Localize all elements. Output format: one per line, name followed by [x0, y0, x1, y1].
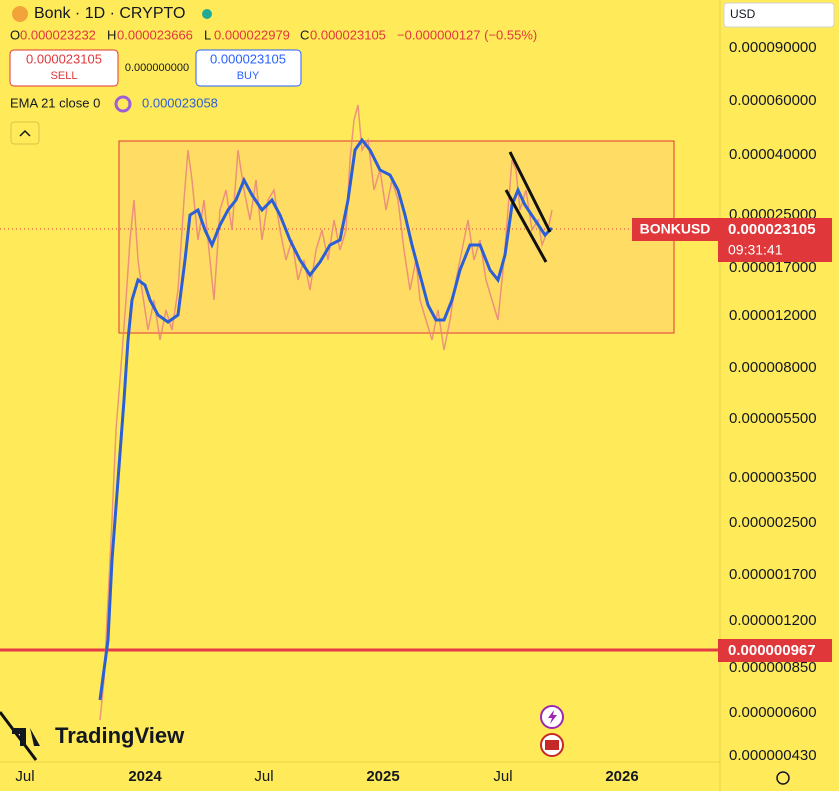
currency: USD — [730, 7, 756, 21]
level-tag — [718, 639, 832, 662]
lightning — [548, 710, 557, 724]
time-tick-label: Jul — [254, 768, 273, 785]
time-tick-label: Jul — [15, 768, 34, 785]
ohlc-change: −0.000000127 (−0.55%) — [397, 27, 537, 42]
indicator-value: 0.000023058 — [142, 95, 218, 110]
ohlc-key: L — [204, 27, 211, 42]
time-tick-label: 2025 — [366, 768, 399, 785]
range-box — [118, 140, 675, 334]
settings-icon[interactable] — [776, 771, 790, 785]
collapse-icon — [19, 129, 31, 137]
ohlc-value: 0.000023232 — [20, 27, 96, 42]
last-price: 0.000023105 — [728, 221, 816, 238]
sell-price: 0.000023105 — [26, 51, 102, 66]
logo-mark — [12, 728, 40, 746]
ohlc-value: 0.000022979 — [214, 27, 290, 42]
price-tick-label: 0.000002500 — [729, 514, 817, 531]
logo: TradingView — [55, 723, 185, 748]
status-dot — [202, 9, 212, 19]
sell-label: SELL — [51, 70, 78, 82]
price-tick-label: 0.000001700 — [729, 566, 817, 583]
symbol-tag — [632, 218, 718, 241]
spread: 0.000000000 — [125, 62, 189, 74]
buy-label: BUY — [237, 70, 260, 82]
ohlc-value: 0.000023666 — [117, 27, 193, 42]
price-tick-label: 0.000000600 — [729, 704, 817, 721]
indicator-name[interactable]: EMA 21 close 0 — [10, 95, 100, 110]
level-label: 0.000000967 — [728, 642, 816, 659]
price-tick-label: 0.000012000 — [729, 307, 817, 324]
time-tick-label: Jul — [493, 768, 512, 785]
symbol-tag-text: BONKUSD — [640, 221, 711, 237]
trend-line — [508, 151, 552, 233]
buy-button[interactable] — [195, 49, 302, 87]
trend-line — [504, 189, 548, 263]
price-tick-label: 0.000008000 — [729, 359, 817, 376]
countdown: 09:31:41 — [728, 242, 783, 258]
price-tick-label: 0.000017000 — [729, 259, 817, 276]
trend-line — [0, 711, 38, 761]
buy-price: 0.000023105 — [210, 51, 286, 66]
price-tick-label: 0.000000850 — [729, 659, 817, 676]
last-price-tag — [718, 218, 832, 262]
currency-selector[interactable] — [723, 2, 835, 28]
time-tick-label: 2026 — [605, 768, 638, 785]
symbol-title[interactable]: Bonk · 1D · CRYPTO — [34, 5, 185, 22]
price-tick-label: 0.000003500 — [729, 469, 817, 486]
price-tick-label: 0.000000430 — [729, 747, 817, 764]
ohlc-key: O — [10, 27, 20, 42]
price-tick-label: 0.000001200 — [729, 612, 817, 629]
collapse-button[interactable] — [10, 121, 40, 145]
flag — [545, 740, 559, 750]
time-tick-label: 2024 — [128, 768, 162, 785]
indicator-icon — [114, 95, 132, 113]
sell-button[interactable] — [9, 49, 119, 87]
price-tick-label: 0.000040000 — [729, 146, 817, 163]
price-tick-label: 0.000060000 — [729, 92, 817, 109]
price-tick-label: 0.000090000 — [729, 39, 817, 56]
price-tick-label: 0.000005500 — [729, 410, 817, 427]
ohlc-key: H — [107, 27, 116, 42]
ohlc-key: C — [300, 27, 309, 42]
ema-line — [98, 137, 554, 701]
symbol-icon — [12, 6, 28, 22]
ohlc-value: 0.000023105 — [310, 27, 386, 42]
